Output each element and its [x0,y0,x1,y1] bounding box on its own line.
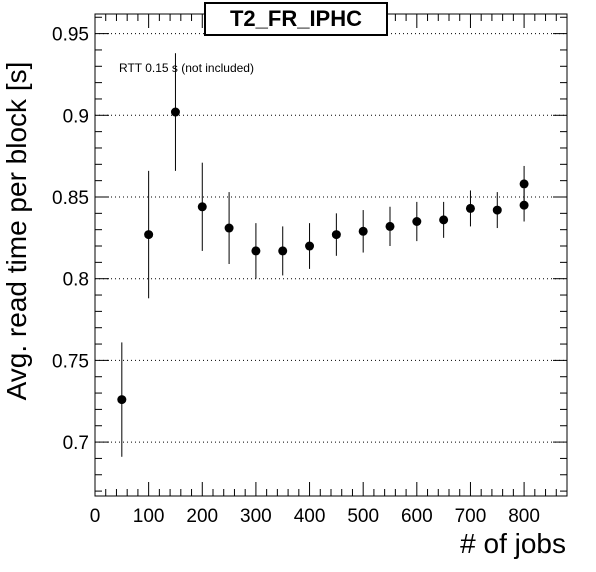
data-point [197,202,207,212]
data-point [305,241,315,251]
data-point [358,226,368,236]
y-tick-label: 0.7 [63,433,89,454]
chart-title: T2_FR_IPHC [204,2,388,36]
data-point [251,246,261,256]
data-point [465,203,475,213]
data-point [519,200,529,210]
data-point [331,230,341,240]
data-point [519,179,529,189]
x-tick-label: 200 [186,506,218,527]
x-tick-label: 100 [133,506,165,527]
x-tick-label: 300 [240,506,272,527]
rtt-annotation: RTT 0.15 s (not included) [119,61,254,75]
data-point [170,107,180,117]
plot-frame [94,13,568,497]
x-tick-label: 700 [455,506,487,527]
data-point [278,246,288,256]
x-tick-label: 0 [90,506,101,527]
data-point [144,230,154,240]
data-point [492,205,502,215]
x-tick-label: 800 [508,506,540,527]
data-point [117,395,127,405]
y-tick-label: 0.75 [52,351,89,372]
data-point [439,215,449,225]
y-tick-label: 0.85 [52,188,89,209]
data-point [385,221,395,231]
x-axis-label: # of jobs [460,528,566,559]
x-tick-label: 400 [294,506,326,527]
data-point [224,223,234,233]
y-tick-label: 0.9 [63,106,89,127]
y-tick-label: 0.8 [63,270,89,291]
x-tick-label: 600 [401,506,433,527]
x-tick-label: 500 [347,506,379,527]
data-point [412,217,422,227]
y-tick-label: 0.95 [52,25,89,46]
y-axis-label: Avg. read time per block [s] [1,61,32,401]
